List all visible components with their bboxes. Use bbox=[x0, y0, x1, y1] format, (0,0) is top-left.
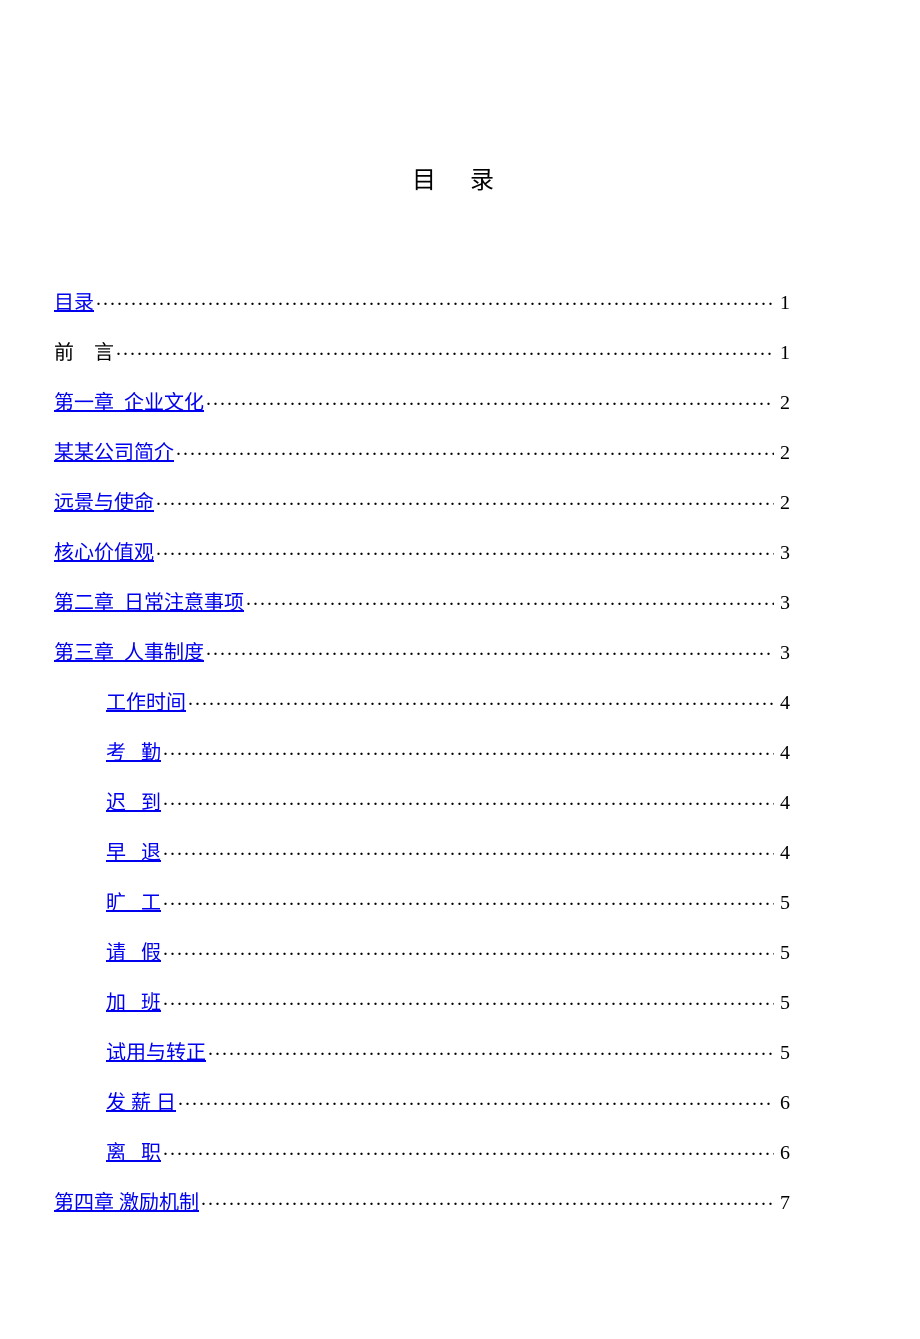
toc-link[interactable]: 请 假 bbox=[106, 943, 161, 963]
toc-entry: 发 薪 日 6 bbox=[106, 1089, 790, 1113]
toc-page-number: 4 bbox=[776, 793, 790, 813]
toc-link[interactable]: 第三章 人事制度 bbox=[54, 643, 204, 663]
toc-title: 目 录 bbox=[130, 160, 790, 195]
toc-entry: 核心价值观 3 bbox=[54, 539, 790, 563]
toc-leader bbox=[246, 589, 774, 609]
toc-entry: 考 勤 4 bbox=[106, 739, 790, 763]
toc-entry: 第二章 日常注意事项 3 bbox=[54, 589, 790, 613]
toc-link[interactable]: 早 退 bbox=[106, 843, 161, 863]
toc-link[interactable]: 试用与转正 bbox=[106, 1043, 206, 1063]
toc-entry: 某某公司简介 2 bbox=[54, 439, 790, 463]
toc-link[interactable]: 核心价值观 bbox=[54, 543, 154, 563]
toc-link[interactable]: 某某公司简介 bbox=[54, 443, 174, 463]
toc-entry: 加 班 5 bbox=[106, 989, 790, 1013]
toc-page-number: 6 bbox=[776, 1093, 790, 1113]
toc-page-number: 5 bbox=[776, 893, 790, 913]
toc-leader bbox=[156, 539, 774, 559]
toc-page-number: 4 bbox=[776, 693, 790, 713]
toc-link[interactable]: 离 职 bbox=[106, 1143, 161, 1163]
toc-entry: 远景与使命 2 bbox=[54, 489, 790, 513]
toc-page-number: 2 bbox=[776, 443, 790, 463]
toc-leader bbox=[163, 839, 774, 859]
toc-link[interactable]: 第二章 日常注意事项 bbox=[54, 593, 244, 613]
toc-leader bbox=[156, 489, 774, 509]
toc-leader bbox=[163, 989, 774, 1009]
toc-page-number: 5 bbox=[776, 993, 790, 1013]
toc-link[interactable]: 加 班 bbox=[106, 993, 161, 1013]
toc-leader bbox=[201, 1189, 774, 1209]
toc-leader bbox=[96, 289, 774, 309]
toc-page-number: 2 bbox=[776, 493, 790, 513]
toc-link[interactable]: 迟 到 bbox=[106, 793, 161, 813]
toc-page-number: 3 bbox=[776, 543, 790, 563]
toc-leader bbox=[116, 339, 774, 359]
toc-page-number: 3 bbox=[776, 643, 790, 663]
toc-leader bbox=[176, 439, 774, 459]
toc-leader bbox=[188, 689, 774, 709]
toc-page-number: 5 bbox=[776, 943, 790, 963]
toc-list: 目录1前 言1第一章 企业文化2某某公司简介2远景与使命2核心价值观3第二章 日… bbox=[54, 289, 790, 1213]
toc-entry: 第一章 企业文化 2 bbox=[54, 389, 790, 413]
toc-entry: 前 言 1 bbox=[54, 339, 790, 363]
toc-link[interactable]: 远景与使命 bbox=[54, 493, 154, 513]
toc-link[interactable]: 旷 工 bbox=[106, 893, 161, 913]
toc-entry: 工作时间 4 bbox=[106, 689, 790, 713]
toc-leader bbox=[163, 1139, 774, 1159]
toc-entry: 迟 到 4 bbox=[106, 789, 790, 813]
toc-entry: 旷 工 5 bbox=[106, 889, 790, 913]
toc-page-number: 3 bbox=[776, 593, 790, 613]
toc-entry: 目录 1 bbox=[54, 289, 790, 313]
toc-entry: 第三章 人事制度 3 bbox=[54, 639, 790, 663]
toc-page-number: 4 bbox=[776, 843, 790, 863]
toc-leader bbox=[206, 389, 774, 409]
toc-leader bbox=[208, 1039, 774, 1059]
toc-page-number: 6 bbox=[776, 1143, 790, 1163]
toc-page-number: 4 bbox=[776, 743, 790, 763]
toc-entry: 离 职 6 bbox=[106, 1139, 790, 1163]
toc-link[interactable]: 工作时间 bbox=[106, 693, 186, 713]
toc-leader bbox=[163, 939, 774, 959]
toc-leader bbox=[206, 639, 774, 659]
toc-page-number: 5 bbox=[776, 1043, 790, 1063]
toc-entry: 第四章 激励机制 7 bbox=[54, 1189, 790, 1213]
toc-page-number: 7 bbox=[776, 1193, 790, 1213]
toc-entry: 试用与转正 5 bbox=[106, 1039, 790, 1063]
toc-link[interactable]: 发 薪 日 bbox=[106, 1093, 176, 1113]
toc-entry: 早 退 4 bbox=[106, 839, 790, 863]
toc-link[interactable]: 目录 bbox=[54, 293, 94, 313]
toc-leader bbox=[178, 1089, 774, 1109]
toc-leader bbox=[163, 739, 774, 759]
toc-page-number: 2 bbox=[776, 393, 790, 413]
toc-page-number: 1 bbox=[776, 293, 790, 313]
toc-leader bbox=[163, 789, 774, 809]
toc-link[interactable]: 第四章 激励机制 bbox=[54, 1193, 199, 1213]
toc-page-number: 1 bbox=[776, 343, 790, 363]
toc-link[interactable]: 考 勤 bbox=[106, 743, 161, 763]
toc-text: 前 言 bbox=[54, 343, 114, 363]
toc-entry: 请 假 5 bbox=[106, 939, 790, 963]
document-page: 目 录 目录1前 言1第一章 企业文化2某某公司简介2远景与使命2核心价值观3第… bbox=[0, 0, 920, 1339]
toc-leader bbox=[163, 889, 774, 909]
toc-link[interactable]: 第一章 企业文化 bbox=[54, 393, 204, 413]
